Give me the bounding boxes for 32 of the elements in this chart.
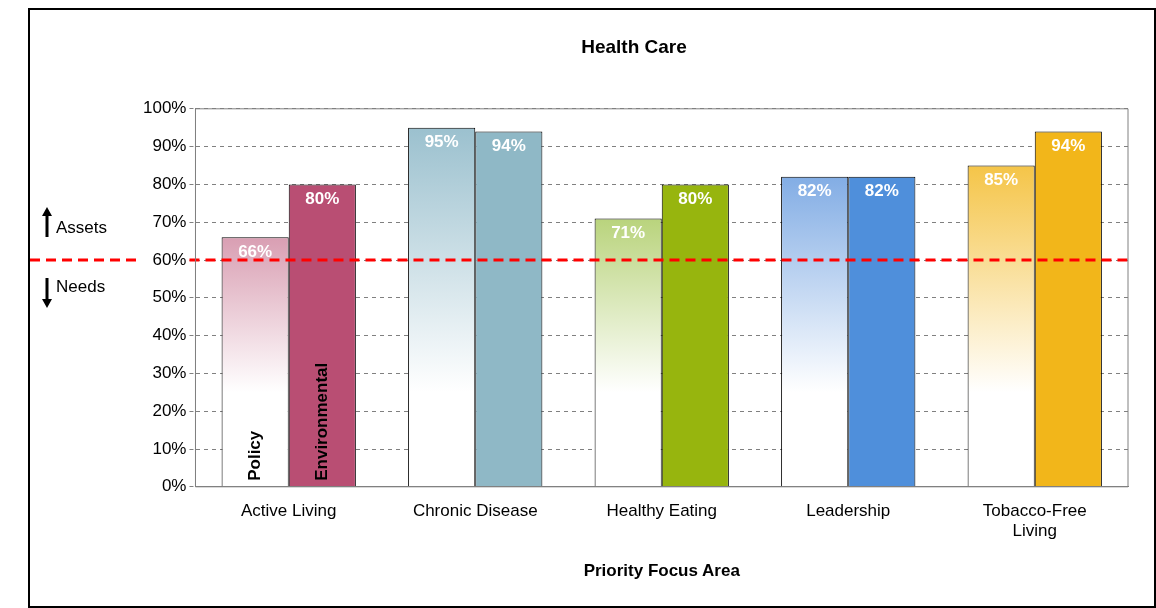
data-label: 94% xyxy=(1051,135,1086,155)
data-label: 95% xyxy=(424,131,459,151)
x-tick-label: Tobacco-Free Living xyxy=(982,500,1087,541)
text: Assets xyxy=(56,218,108,238)
data-label: 94% xyxy=(491,135,526,155)
chart-title: Health Care xyxy=(581,35,687,57)
data-label: 82% xyxy=(797,181,832,201)
y-tick-label: 20% xyxy=(152,400,187,420)
y-tick-label: 70% xyxy=(152,211,187,231)
y-tick-label: 50% xyxy=(152,287,187,307)
x-tick-label: Chronic Disease xyxy=(412,500,538,520)
y-tick-label: 60% xyxy=(152,249,187,269)
data-label: 80% xyxy=(678,188,713,208)
data-label: 71% xyxy=(611,222,646,242)
y-tick-label: 40% xyxy=(152,325,187,345)
text: Needs xyxy=(56,277,106,297)
y-tick-label: 80% xyxy=(152,174,187,194)
x-tick-label: Active Living xyxy=(241,500,337,520)
x-axis-title: Priority Focus Area xyxy=(583,561,741,581)
series-label: Policy xyxy=(244,430,264,481)
data-label: 85% xyxy=(984,169,1019,189)
y-tick-label: 90% xyxy=(152,136,187,156)
y-tick-label: 0% xyxy=(161,476,187,496)
y-tick-label: 30% xyxy=(152,363,187,383)
x-tick-label: Healthy Eating xyxy=(606,500,718,520)
data-label: 80% xyxy=(305,188,340,208)
y-tick-label: 100% xyxy=(143,98,187,118)
series-label: Environmental xyxy=(311,362,331,481)
data-label: 66% xyxy=(238,241,273,261)
x-tick-label: Leadership xyxy=(806,500,891,520)
y-tick-label: 10% xyxy=(152,438,187,458)
data-label: 82% xyxy=(864,181,899,201)
